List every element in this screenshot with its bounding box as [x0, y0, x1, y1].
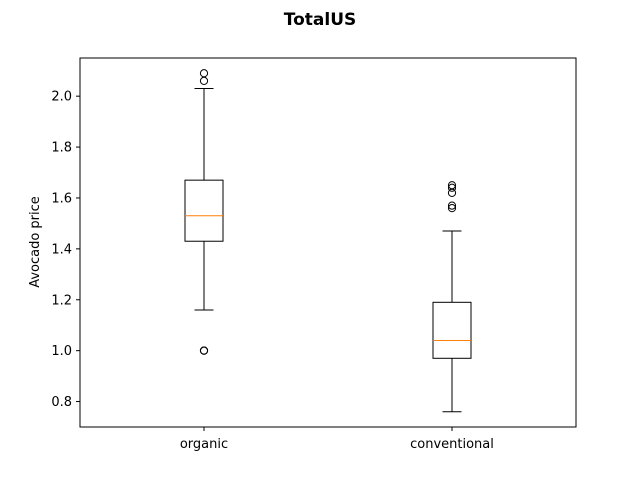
iqr-box — [184, 179, 224, 242]
y-axis-label: Avocado price — [28, 196, 43, 288]
x-tick-label: organic — [180, 437, 228, 452]
outlier-point — [199, 69, 209, 78]
plot-frame — [79, 57, 577, 428]
chart-title: TotalUS — [284, 10, 357, 30]
x-tick-label: conventional — [410, 437, 494, 452]
y-tick-label: 0.8 — [51, 395, 72, 410]
y-tick-label: 1.4 — [51, 242, 72, 257]
y-tick-label: 1.6 — [51, 191, 72, 206]
outlier-point — [447, 204, 457, 213]
y-tick-label: 1.2 — [51, 293, 72, 308]
outlier-point — [199, 346, 209, 355]
outlier-point — [447, 188, 457, 197]
y-tick-label: 1.8 — [51, 141, 72, 156]
iqr-box — [432, 301, 472, 359]
outlier-point — [447, 183, 457, 192]
outlier-point — [199, 76, 209, 86]
plot-area: 0.8 1.0 1.2 1.4 1.6 1.8 2.0 organic conventional — [51, 57, 577, 452]
y-tick-label: 1.0 — [51, 344, 72, 359]
y-tick-label: 2.0 — [51, 90, 72, 105]
outlier-point — [447, 201, 457, 210]
